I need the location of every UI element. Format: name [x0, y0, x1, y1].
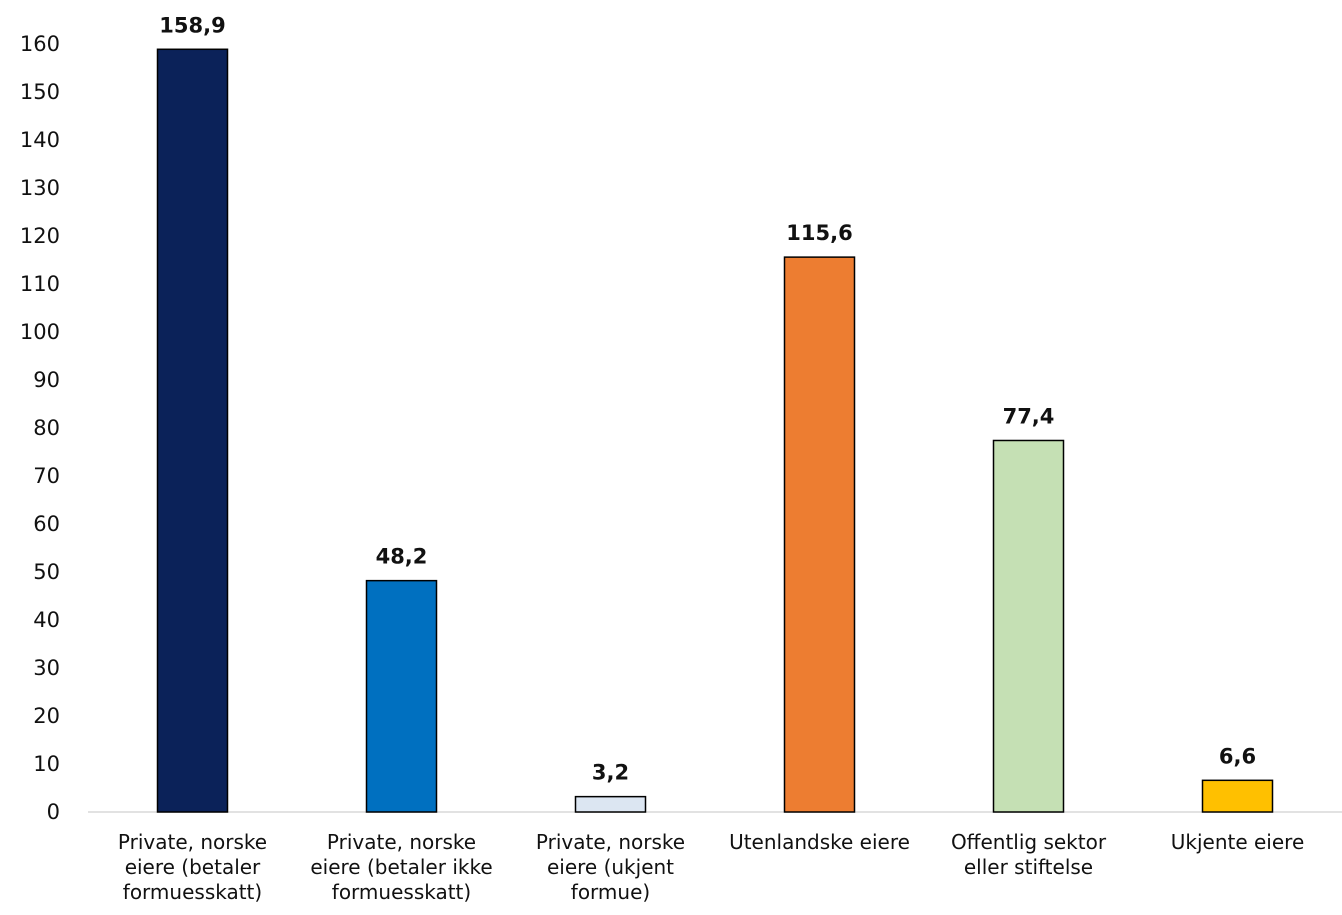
category-label: Offentlig sektor eller stiftelse	[951, 830, 1107, 879]
y-tick-label: 70	[33, 464, 60, 488]
bar	[992, 439, 1065, 813]
category-label-line: formuesskatt)	[332, 880, 471, 904]
y-tick-label: 110	[20, 272, 60, 296]
bar	[365, 579, 438, 813]
bar-value-label: 158,9	[159, 13, 225, 37]
category-label-line: Offentlig sektor	[951, 830, 1107, 854]
category-label-line: Ukjente eiere	[1171, 830, 1305, 854]
category-labels: Private, norske eiere (betaler formuesskat…	[118, 830, 1304, 904]
category-label-line: eiere (betaler ikke	[310, 855, 492, 879]
bar-value-label: 77,4	[1003, 404, 1055, 428]
y-tick-label: 100	[20, 320, 60, 344]
category-label: Private, norske eiere (betaler formuesskat…	[118, 830, 267, 904]
y-axis: 0 10 20 30 40 50 60 70 80 90 100 110 120 130 140 150 160	[20, 32, 60, 824]
bar	[783, 256, 856, 813]
y-tick-label: 140	[20, 128, 60, 152]
bar	[1201, 779, 1274, 813]
y-tick-label: 130	[20, 176, 60, 200]
category-label-line: eller stiftelse	[964, 855, 1093, 879]
category-label-line: Private, norske	[118, 830, 267, 854]
y-tick-label: 60	[33, 512, 60, 536]
bar-value-label: 3,2	[592, 761, 629, 785]
y-tick-label: 50	[33, 560, 60, 584]
category-label-line: Utenlandske eiere	[729, 830, 910, 854]
category-label-line: eiere (ukjent	[547, 855, 674, 879]
bar-value-label: 115,6	[786, 221, 852, 245]
category-label-line: Private, norske	[327, 830, 476, 854]
y-tick-label: 80	[33, 416, 60, 440]
y-tick-label: 0	[47, 800, 60, 824]
bar-value-label: 48,2	[376, 545, 428, 569]
bars	[156, 48, 1274, 813]
category-label: Private, norske eiere (ukjent formue)	[536, 830, 685, 904]
category-label-line: formue)	[571, 880, 650, 904]
category-label-line: formuesskatt)	[123, 880, 262, 904]
value-labels: 158,9 48,2 3,2 115,6 77,4 6,6	[159, 13, 1256, 784]
bar	[574, 795, 647, 813]
y-tick-label: 40	[33, 608, 60, 632]
category-label: Utenlandske eiere	[729, 830, 910, 854]
y-tick-label: 120	[20, 224, 60, 248]
bar-value-label: 6,6	[1219, 744, 1256, 768]
category-label: Private, norske eiere (betaler ikke formue…	[310, 830, 492, 904]
y-tick-label: 160	[20, 32, 60, 56]
y-tick-label: 20	[33, 704, 60, 728]
y-tick-label: 150	[20, 80, 60, 104]
category-label-line: eiere (betaler	[125, 855, 261, 879]
category-label-line: Private, norske	[536, 830, 685, 854]
category-label: Ukjente eiere	[1171, 830, 1305, 854]
y-tick-label: 90	[33, 368, 60, 392]
bar	[156, 48, 229, 813]
y-tick-label: 30	[33, 656, 60, 680]
y-tick-label: 10	[33, 752, 60, 776]
